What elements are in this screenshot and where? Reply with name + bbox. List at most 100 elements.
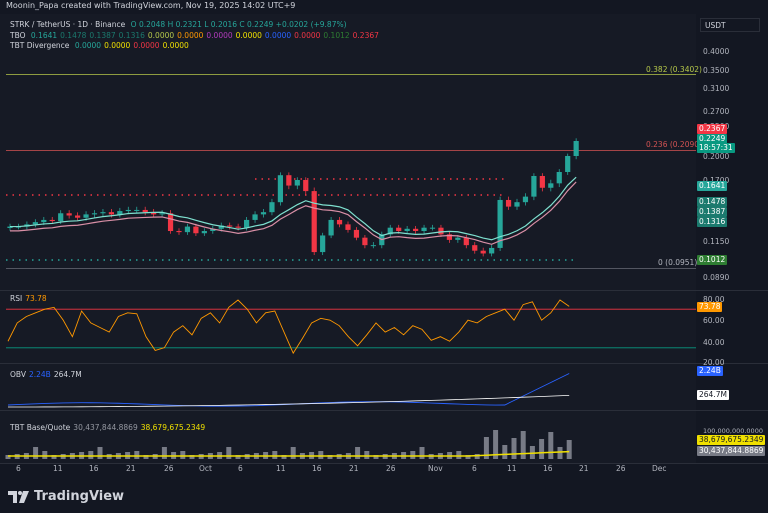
obv-legend[interactable]: OBV 2.24B 264.7M [10,370,82,379]
candle [336,219,343,225]
tbo-value: 0.0000 [264,31,292,40]
ohlc-values: O 0.2048 H 0.2321 L 0.2016 C 0.2249 +0.0… [130,20,347,29]
tbt-base-line [8,450,570,457]
tbt-legend[interactable]: TBT Base/Quote 30,437,844.8869 38,679,675.… [10,423,205,432]
divergence-value: 0.0000 [162,41,189,50]
price-pane[interactable] [0,14,696,290]
price-axis-label: 0.2700 [703,107,730,116]
candle [438,227,444,235]
volume-bar [493,430,499,459]
footer: TradingView [0,475,768,513]
volume-bar [373,455,379,459]
tradingview-logo[interactable]: TradingView [8,489,124,504]
price-axis-label: 0.4000 [703,47,730,56]
candle [522,196,529,203]
obv-tag-1: 2.24B [697,366,723,376]
candle [58,213,64,222]
tbo-value: 0.1012 [323,31,350,40]
candle [455,237,461,240]
price-tag: 18:57:31 [697,143,735,153]
fib-label-0382: 0.382 (0.3402) [646,65,702,74]
tbo-value: 0.1478 [60,31,87,40]
tbo-label: TBO [10,31,26,40]
time-axis-label: Oct [199,464,212,473]
candle [472,245,478,251]
candle [353,229,360,238]
candle [49,219,55,222]
time-axis-label: 26 [616,464,626,473]
price-tag: 0.1012 [697,255,728,265]
volume-bar [97,447,103,459]
time-axis-label: 16 [89,464,99,473]
volume-bar [5,455,11,459]
pane-divider[interactable] [0,290,768,291]
rsi-label: RSI [10,294,23,303]
tbo-slow-line [10,181,577,245]
obv-tag-2: 264.7M [697,390,729,400]
volume-bar [474,454,480,459]
tbo-legend[interactable]: TBO 0.1641 0.1478 0.1387 0.1316 0.0000 0.0000… [10,31,379,40]
tbt-tag-2: 30,437,844.8869 [697,446,766,456]
volume-bar [511,438,517,459]
tbt-tag-1: 38,679,675.2349 [697,435,766,445]
volume-bar [143,455,149,459]
tradingview-logo-icon [8,490,29,503]
volume-bar [189,455,195,459]
volume-bar [88,451,94,459]
candle [66,213,72,216]
candle [362,237,368,246]
tradingview-wordmark: TradingView [34,489,125,504]
candle [193,226,199,234]
volume-bar [355,447,361,459]
tbo-value: 0.0000 [294,31,321,40]
candle [573,141,579,156]
rsi-legend[interactable]: RSI 73.78 [10,294,47,303]
obv-line [7,373,570,407]
candle [108,212,114,215]
candle [83,214,89,218]
candle [32,222,38,225]
candle [151,212,157,215]
symbol-legend[interactable]: STRK / TetherUS · 1D · Binance O 0.2048 … [10,20,347,29]
candle [345,224,351,230]
time-axis[interactable]: 6 11 16 21 26 Oct 6 11 16 21 26 Nov 6 11 16 21 26 Dec [0,463,696,475]
time-axis-label: 6 [16,464,21,473]
price-axis-label: 0.1700 [703,176,729,185]
price-axis[interactable] [696,14,768,463]
tbo-value: 0.0000 [206,31,233,40]
rsi-tag: 73.78 [697,302,723,312]
candle [125,209,131,212]
candle [75,215,81,218]
candle [100,212,106,214]
divergence-legend[interactable]: TBT Divergence 0.0000 0.0000 0.0000 0.0000 [10,41,189,50]
volume-bar [33,447,39,459]
volume-bar [180,451,186,459]
volume-bar [410,451,416,459]
pane-divider [0,463,768,464]
candle [269,202,275,213]
fib-label-0236: 0.236 (0.2090) [646,140,702,149]
tbo-value: 0.2367 [352,31,379,40]
candle [429,227,436,229]
volume-bar [539,439,545,459]
price-axis-label: 0.1150 [703,237,730,246]
pane-divider[interactable] [0,363,768,364]
candle [260,212,267,215]
rsi-level-60: 60.00 [703,316,725,325]
time-axis-label: 26 [386,464,396,473]
volume-bar [281,455,287,459]
rsi-pane[interactable] [0,291,696,363]
time-axis-label: 21 [126,464,136,473]
price-tag: 0.1478 [697,197,728,207]
volume-bar [456,451,462,459]
pane-divider[interactable] [0,410,768,411]
candle [480,250,486,254]
candle [556,172,562,184]
candle [41,219,47,223]
candle [320,235,326,253]
currency-button[interactable]: USDT [700,18,760,32]
price-axis-label: 0.0890 [703,273,730,282]
volume-bar [272,451,278,459]
candle [548,183,554,188]
